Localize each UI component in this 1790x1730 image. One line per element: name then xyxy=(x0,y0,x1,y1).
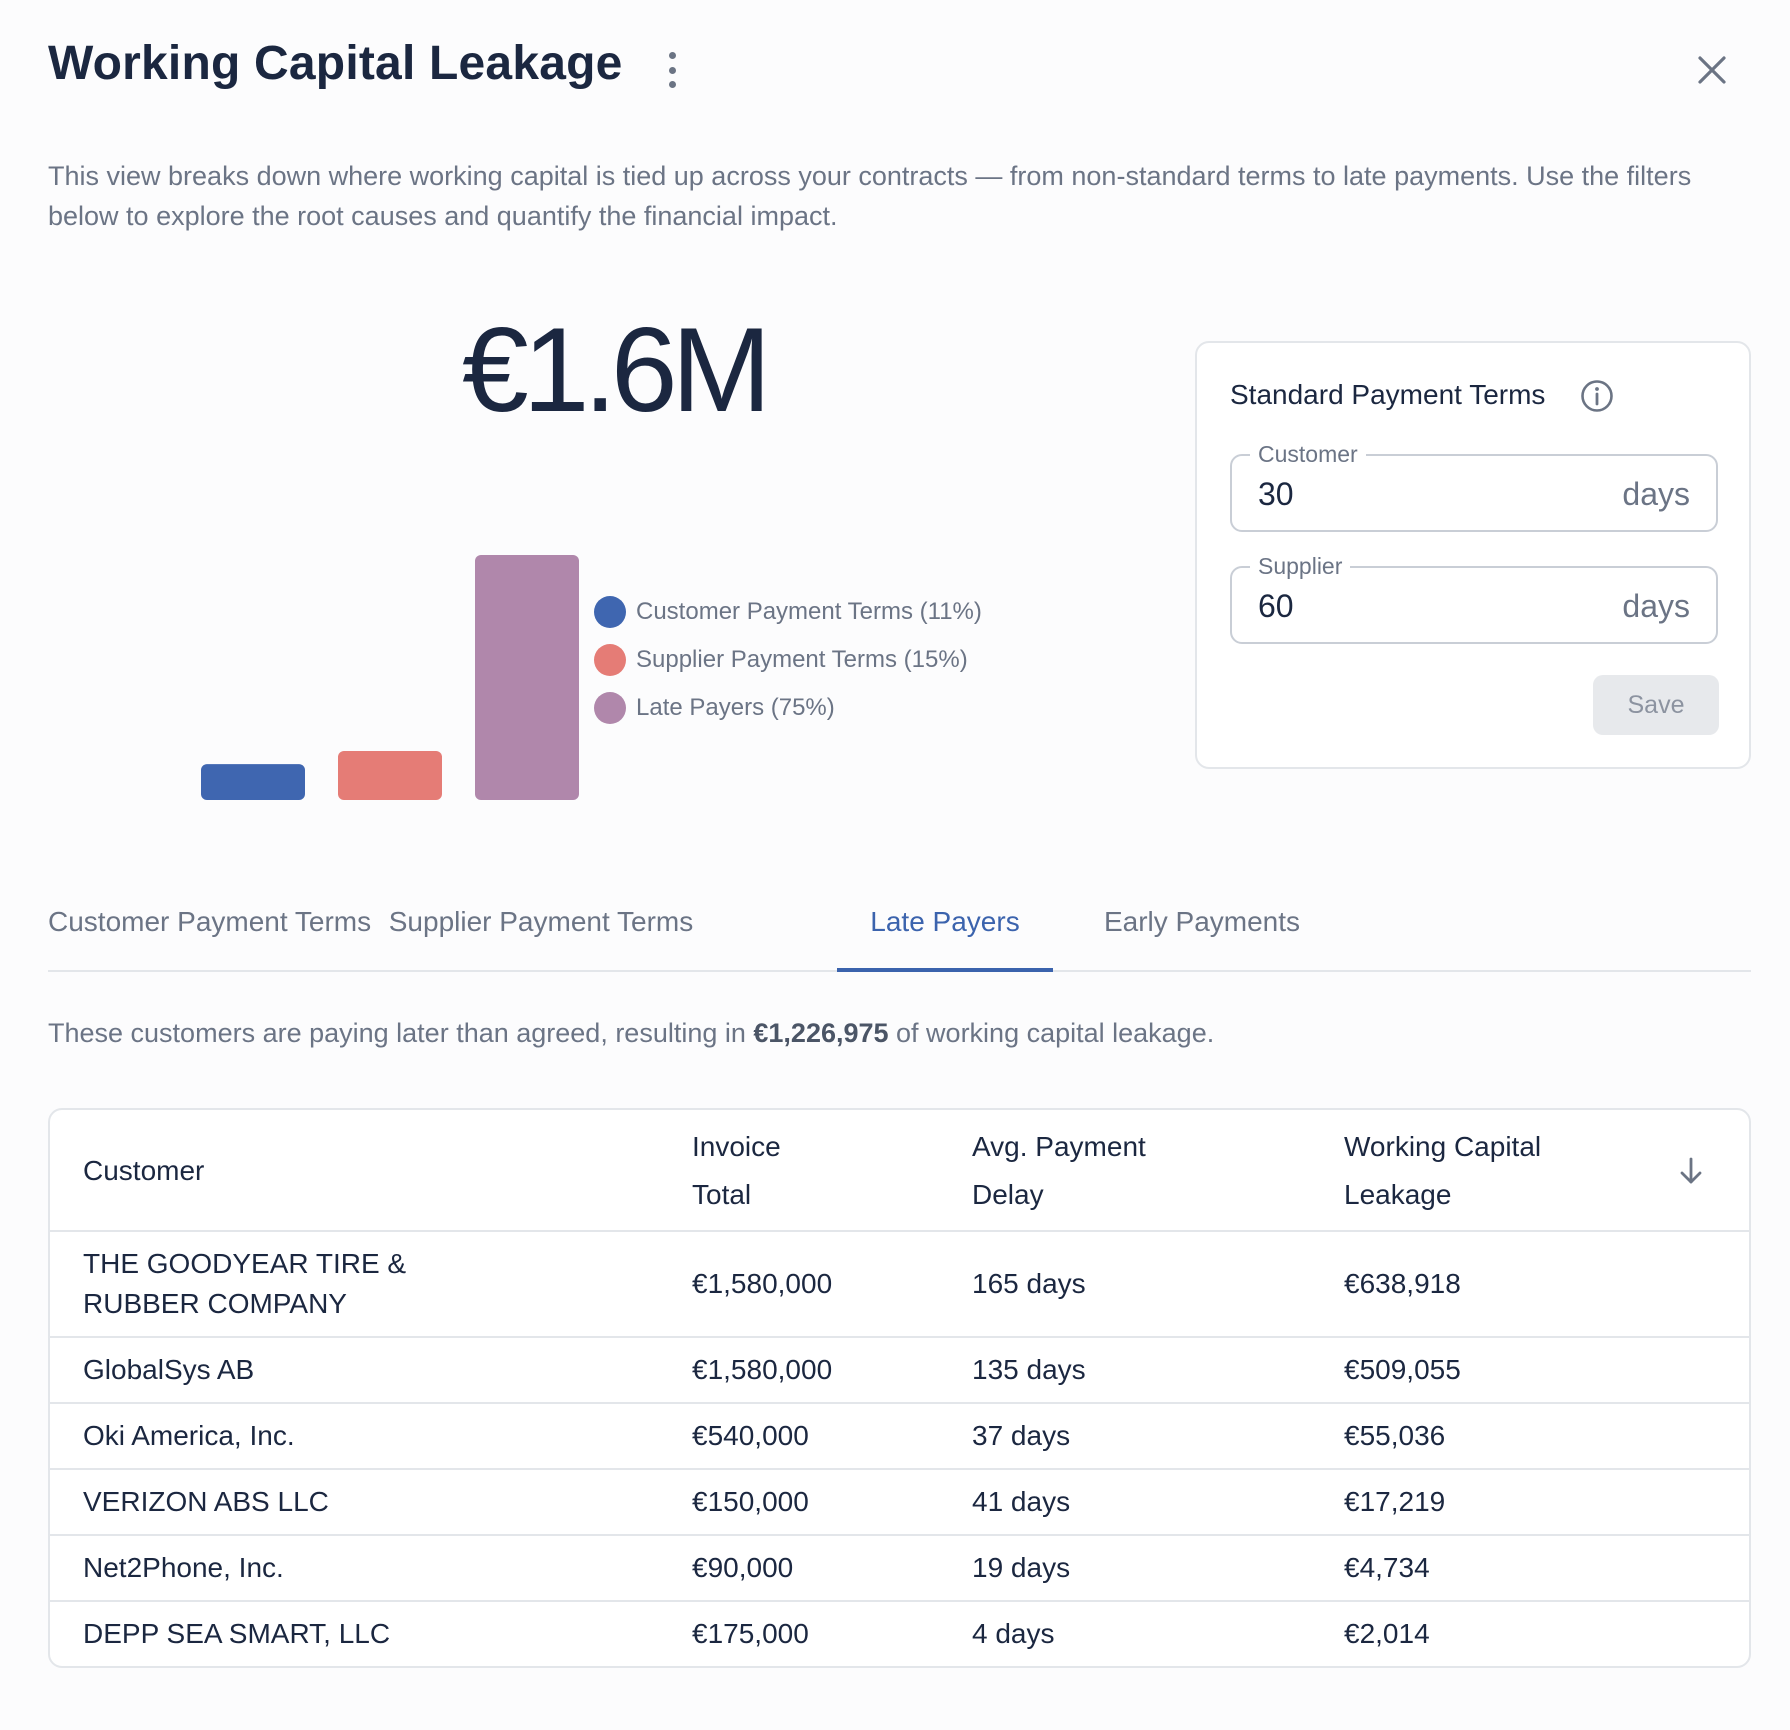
tab-customer-payment-terms[interactable]: Customer Payment Terms xyxy=(48,906,372,937)
save-button[interactable]: Save xyxy=(1593,675,1719,735)
cell-avg-delay: 4 days xyxy=(972,1618,1055,1649)
legend-swatch xyxy=(594,692,626,724)
tab-late-payers[interactable]: Late Payers xyxy=(837,882,1053,972)
table-row[interactable]: DEPP SEA SMART, LLC €175,000 4 days €2,0… xyxy=(50,1602,1749,1666)
header-line: Avg. Payment xyxy=(972,1131,1146,1162)
table-row[interactable]: VERIZON ABS LLC €150,000 41 days €17,219 xyxy=(50,1470,1749,1536)
cell-customer: THE GOODYEAR TIRE & RUBBER COMPANY xyxy=(83,1248,407,1319)
cell-customer: GlobalSys AB xyxy=(83,1354,255,1385)
chart-legend: Customer Payment Terms (11%) Supplier Pay… xyxy=(594,588,982,732)
supplier-terms-unit: days xyxy=(1622,588,1690,624)
supplier-field-label: Supplier xyxy=(1250,552,1351,580)
customer-terms-unit: days xyxy=(1622,476,1690,512)
leakage-bar-chart xyxy=(201,555,579,800)
header-line: Total xyxy=(692,1179,752,1210)
customer-terms-field[interactable]: Customer 30 days xyxy=(1230,440,1718,532)
supplier-terms-value[interactable]: 60 xyxy=(1258,588,1294,624)
cell-avg-delay: 41 days xyxy=(972,1486,1071,1517)
supplier-terms-field[interactable]: Supplier 60 days xyxy=(1230,552,1718,644)
column-header-working-capital-leakage[interactable]: Working Capital Leakage xyxy=(1344,1123,1541,1219)
column-header-invoice-total[interactable]: Invoice Total xyxy=(692,1123,781,1219)
summary-amount: €1,226,975 xyxy=(753,1018,889,1048)
tab-bar: Customer Payment Terms Supplier Payment … xyxy=(48,882,1751,972)
cell-customer: DEPP SEA SMART, LLC xyxy=(83,1618,391,1649)
cell-leakage: €55,036 xyxy=(1344,1420,1446,1451)
legend-item: Late Payers (75%) xyxy=(594,684,982,732)
cell-invoice-total: €150,000 xyxy=(692,1486,809,1517)
cell-customer: VERIZON ABS LLC xyxy=(83,1486,329,1517)
late-payers-table: Customer Invoice Total Avg. Payment Dela… xyxy=(48,1108,1751,1668)
table-header: Customer Invoice Total Avg. Payment Dela… xyxy=(50,1110,1749,1232)
column-header-customer[interactable]: Customer xyxy=(83,1155,205,1186)
cell-invoice-total: €540,000 xyxy=(692,1420,809,1451)
info-icon[interactable] xyxy=(1580,379,1614,413)
header-line: Leakage xyxy=(1344,1179,1452,1210)
customer-field-label: Customer xyxy=(1250,440,1366,468)
cell-leakage: €17,219 xyxy=(1344,1486,1446,1517)
page-title: Working Capital Leakage xyxy=(48,37,623,90)
standard-payment-terms-card: Standard Payment Terms Customer 30 days … xyxy=(1195,341,1751,769)
header-line: Delay xyxy=(972,1179,1044,1210)
tab-early-payments[interactable]: Early Payments xyxy=(1103,906,1301,937)
header-line: Invoice xyxy=(692,1131,781,1162)
late-payers-summary: These customers are paying later than ag… xyxy=(48,1018,1214,1049)
summary-prefix: These customers are paying later than ag… xyxy=(48,1018,754,1048)
header-line: Working Capital xyxy=(1344,1131,1542,1162)
cell-leakage: €2,014 xyxy=(1344,1618,1430,1649)
legend-item: Customer Payment Terms (11%) xyxy=(594,588,982,636)
cell-invoice-total: €175,000 xyxy=(692,1618,809,1649)
table-row[interactable]: GlobalSys AB €1,580,000 135 days €509,05… xyxy=(50,1338,1749,1404)
table-row[interactable]: THE GOODYEAR TIRE & RUBBER COMPANY €1,58… xyxy=(50,1232,1749,1338)
cell-leakage: €509,055 xyxy=(1344,1354,1461,1385)
card-title: Standard Payment Terms xyxy=(1230,379,1546,410)
cell-customer: Net2Phone, Inc. xyxy=(83,1552,284,1583)
legend-label: Customer Payment Terms (11%) xyxy=(636,598,982,625)
cell-invoice-total: €1,580,000 xyxy=(692,1268,833,1299)
close-icon[interactable] xyxy=(1694,52,1730,88)
tab-supplier-payment-terms[interactable]: Supplier Payment Terms xyxy=(388,906,694,937)
column-header-avg-payment-delay[interactable]: Avg. Payment Delay xyxy=(972,1123,1146,1219)
cell-avg-delay: 37 days xyxy=(972,1420,1071,1451)
total-leakage-value: €1.6M xyxy=(462,303,772,437)
table-row[interactable]: Net2Phone, Inc. €90,000 19 days €4,734 xyxy=(50,1536,1749,1602)
table-row[interactable]: Oki America, Inc. €540,000 37 days €55,0… xyxy=(50,1404,1749,1470)
bar-late-payers xyxy=(475,555,579,800)
cell-leakage: €4,734 xyxy=(1344,1552,1430,1583)
page-description: This view breaks down where working capi… xyxy=(48,161,1692,231)
customer-terms-value[interactable]: 30 xyxy=(1258,476,1294,512)
bar-supplier-payment-terms xyxy=(338,751,442,800)
cell-avg-delay: 19 days xyxy=(972,1552,1071,1583)
cell-invoice-total: €90,000 xyxy=(692,1552,794,1583)
legend-swatch xyxy=(594,596,626,628)
bar-customer-payment-terms xyxy=(201,764,305,800)
cell-avg-delay: 135 days xyxy=(972,1354,1086,1385)
arrow-down-icon[interactable] xyxy=(1676,1154,1706,1188)
summary-suffix: of working capital leakage. xyxy=(888,1018,1215,1048)
cell-customer: Oki America, Inc. xyxy=(83,1420,295,1451)
more-vertical-icon[interactable] xyxy=(658,50,686,90)
legend-label: Supplier Payment Terms (15%) xyxy=(636,646,968,673)
cell-invoice-total: €1,580,000 xyxy=(692,1354,833,1385)
cell-leakage: €638,918 xyxy=(1344,1268,1461,1299)
cell-avg-delay: 165 days xyxy=(972,1268,1086,1299)
legend-item: Supplier Payment Terms (15%) xyxy=(594,636,982,684)
legend-label: Late Payers (75%) xyxy=(636,694,835,721)
legend-swatch xyxy=(594,644,626,676)
